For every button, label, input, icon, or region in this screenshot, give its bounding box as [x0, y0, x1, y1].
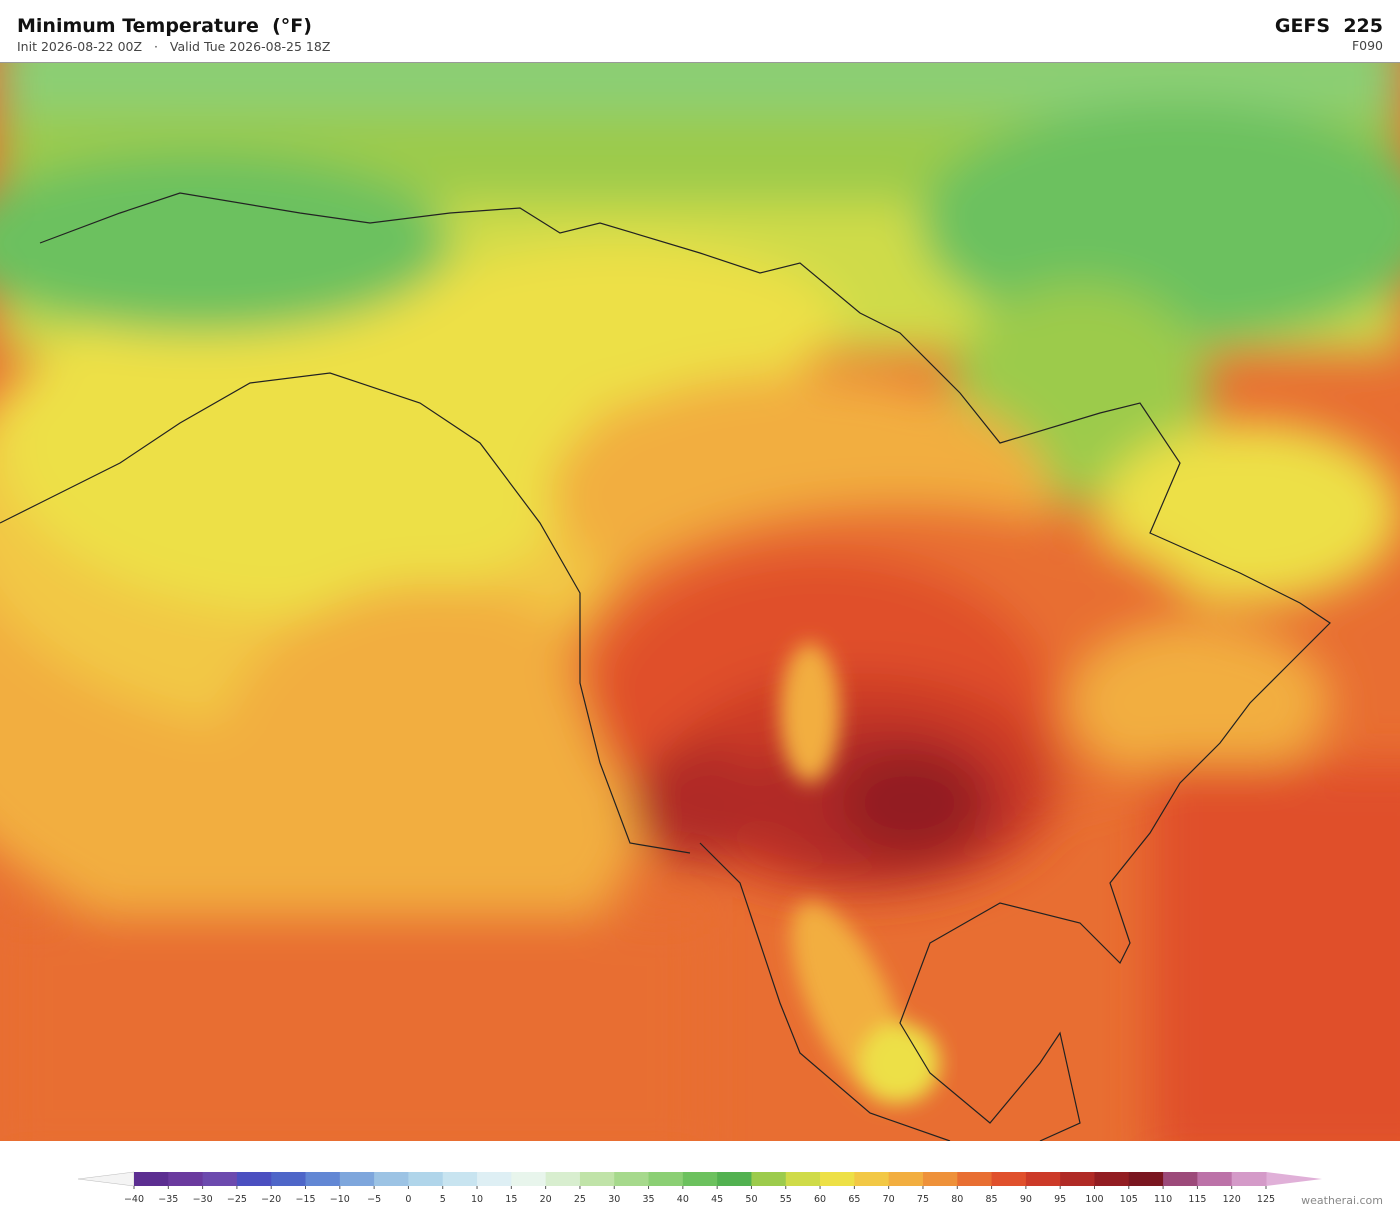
color-bin — [922, 1172, 958, 1186]
tick-label: 25 — [574, 1194, 586, 1205]
color-bin — [785, 1172, 821, 1186]
coastline — [0, 192, 1331, 1141]
over-extension — [1266, 1172, 1322, 1186]
tick-label: −25 — [227, 1194, 247, 1205]
init-time: Init 2026-08-22 00Z — [17, 39, 143, 54]
tick-label: 110 — [1154, 1194, 1172, 1205]
tick-label: 95 — [1054, 1194, 1066, 1205]
color-bin — [1128, 1172, 1164, 1186]
tick-label: 65 — [848, 1194, 860, 1205]
color-bin — [1025, 1172, 1061, 1186]
temperature-map — [0, 62, 1400, 1141]
color-bin — [854, 1172, 890, 1186]
tick-label: 0 — [405, 1194, 411, 1205]
tick-label: 35 — [642, 1194, 654, 1205]
color-bin — [134, 1172, 169, 1186]
color-bin — [579, 1172, 615, 1186]
tick-label: −20 — [261, 1194, 281, 1205]
tick-label: −35 — [158, 1194, 178, 1205]
color-bin — [682, 1172, 718, 1186]
color-bin — [820, 1172, 855, 1186]
color-bin — [1163, 1172, 1198, 1186]
color-bin — [1197, 1172, 1233, 1186]
tick-label: −5 — [367, 1194, 381, 1205]
tick-label: 20 — [540, 1194, 552, 1205]
tick-label: −40 — [124, 1194, 144, 1205]
valid-time: Valid Tue 2026-08-25 18Z — [169, 39, 331, 54]
tick-label: 120 — [1223, 1194, 1241, 1205]
color-bin — [751, 1172, 787, 1186]
color-bin — [168, 1172, 204, 1186]
tick-label: 10 — [471, 1194, 483, 1205]
model-label: GEFS 225 — [1274, 15, 1383, 37]
tick-label: 55 — [780, 1194, 792, 1205]
tick-label: −10 — [330, 1194, 350, 1205]
tick-label: 45 — [711, 1194, 723, 1205]
color-bin — [888, 1172, 924, 1186]
field-shading — [0, 63, 1400, 1141]
color-bin — [1094, 1172, 1130, 1186]
separator: · — [153, 39, 158, 54]
tick-label: 105 — [1120, 1194, 1138, 1205]
forecast-hour: F090 — [1351, 38, 1383, 53]
color-bin — [442, 1172, 478, 1186]
tick-label: 75 — [917, 1194, 929, 1205]
credit: weatherai.com — [1301, 1194, 1383, 1207]
map-title: Minimum Temperature (°F) — [17, 15, 312, 37]
subtitle: Init 2026-08-22 00Z · Valid Tue 2026-08-… — [17, 39, 330, 54]
tick-label: 80 — [951, 1194, 963, 1205]
tick-label: 85 — [986, 1194, 998, 1205]
color-bin — [648, 1172, 684, 1186]
tick-label: 90 — [1020, 1194, 1032, 1205]
color-bin — [1060, 1172, 1095, 1186]
tick-label: −30 — [193, 1194, 213, 1205]
tick-label: 60 — [814, 1194, 826, 1205]
color-bin — [511, 1172, 547, 1186]
tick-label: 70 — [883, 1194, 895, 1205]
color-bin — [408, 1172, 444, 1186]
color-bin — [545, 1172, 581, 1186]
color-bin — [271, 1172, 307, 1186]
tick-label: 15 — [505, 1194, 517, 1205]
tick-label: 100 — [1085, 1194, 1103, 1205]
color-bin — [477, 1172, 512, 1186]
color-bin — [717, 1172, 752, 1186]
tick-label: 125 — [1257, 1194, 1275, 1205]
color-bin — [202, 1172, 238, 1186]
color-bin — [374, 1172, 409, 1186]
tick-label: 115 — [1188, 1194, 1206, 1205]
tick-label: 40 — [677, 1194, 689, 1205]
mountain-shading — [780, 643, 940, 1105]
color-bin — [1231, 1172, 1267, 1186]
tick-label: 5 — [440, 1194, 446, 1205]
color-bin — [957, 1172, 993, 1186]
colorbar: −40 −35 −30 −25 −20 −15 −10 −5 0 5 10 15 20 25 30 35 40 4… — [77, 1171, 1322, 1205]
color-bin — [236, 1172, 272, 1186]
tick-label: 50 — [745, 1194, 757, 1205]
under-extension — [77, 1171, 135, 1187]
tick-label: −15 — [295, 1194, 315, 1205]
color-bin — [614, 1172, 650, 1186]
color-bin — [991, 1172, 1027, 1186]
tick-label: 30 — [608, 1194, 620, 1205]
color-bin — [305, 1172, 341, 1186]
color-bin — [339, 1172, 375, 1186]
